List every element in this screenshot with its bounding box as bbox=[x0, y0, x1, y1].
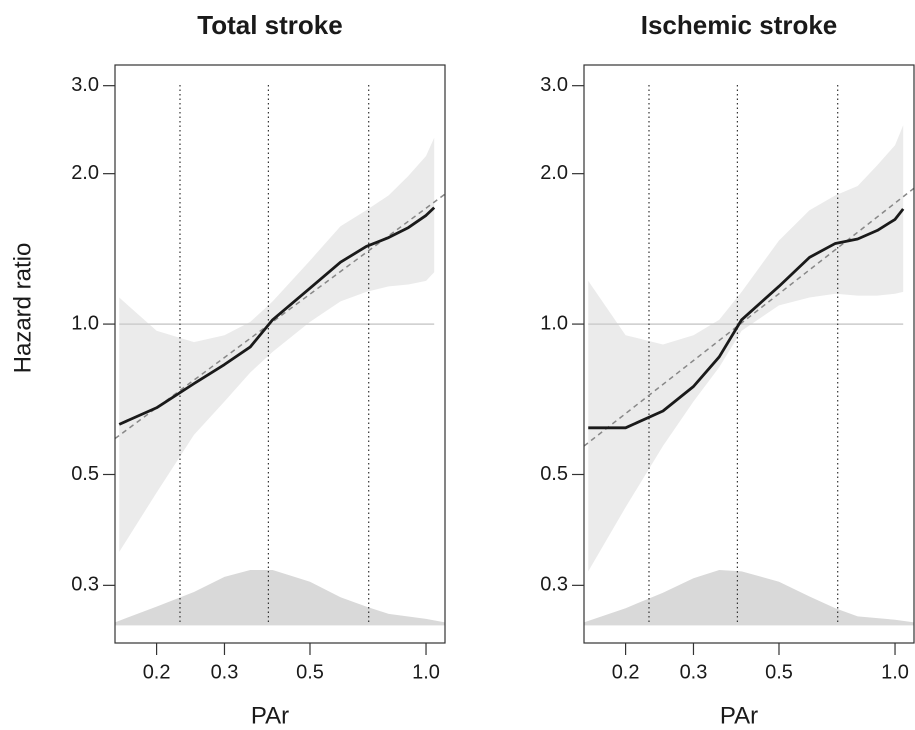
y-tick-label: 0.5 bbox=[71, 463, 99, 485]
x-tick-label: 0.2 bbox=[612, 661, 640, 683]
y-tick-label: 3.0 bbox=[540, 74, 568, 96]
fit-line bbox=[583, 187, 915, 447]
density bbox=[584, 569, 914, 625]
chart-title: Ischemic stroke bbox=[641, 10, 838, 40]
y-tick-label: 1.0 bbox=[540, 312, 568, 334]
x-tick-label: 0.5 bbox=[765, 661, 793, 683]
plot-frame bbox=[114, 64, 446, 644]
x-tick-label: 0.3 bbox=[680, 661, 708, 683]
x-axis-title: PAr bbox=[720, 702, 758, 729]
y-tick-label: 1.0 bbox=[71, 312, 99, 334]
x-tick-label: 0.3 bbox=[211, 661, 239, 683]
y-tick-label: 0.3 bbox=[71, 574, 99, 596]
confidence-band bbox=[588, 125, 904, 572]
estimate-line bbox=[118, 206, 436, 426]
fit-line bbox=[114, 193, 446, 440]
y-tick-label: 0.5 bbox=[540, 463, 568, 485]
y-tick-label: 3.0 bbox=[71, 74, 99, 96]
x-tick-label: 0.2 bbox=[143, 661, 171, 683]
density bbox=[115, 569, 445, 625]
x-tick-label: 0.5 bbox=[296, 661, 324, 683]
confidence-band bbox=[119, 137, 435, 552]
x-tick-label: 1.0 bbox=[412, 661, 440, 683]
y-tick-label: 0.3 bbox=[540, 574, 568, 596]
estimate-line bbox=[588, 208, 905, 430]
y-axis-title: Hazard ratio bbox=[9, 243, 36, 374]
y-tick-label: 2.0 bbox=[540, 162, 568, 184]
x-tick-label: 1.0 bbox=[881, 661, 909, 683]
y-tick-label: 2.0 bbox=[71, 162, 99, 184]
x-axis-title: PAr bbox=[251, 702, 289, 729]
chart-title: Total stroke bbox=[197, 10, 342, 40]
plot-frame bbox=[583, 64, 915, 644]
